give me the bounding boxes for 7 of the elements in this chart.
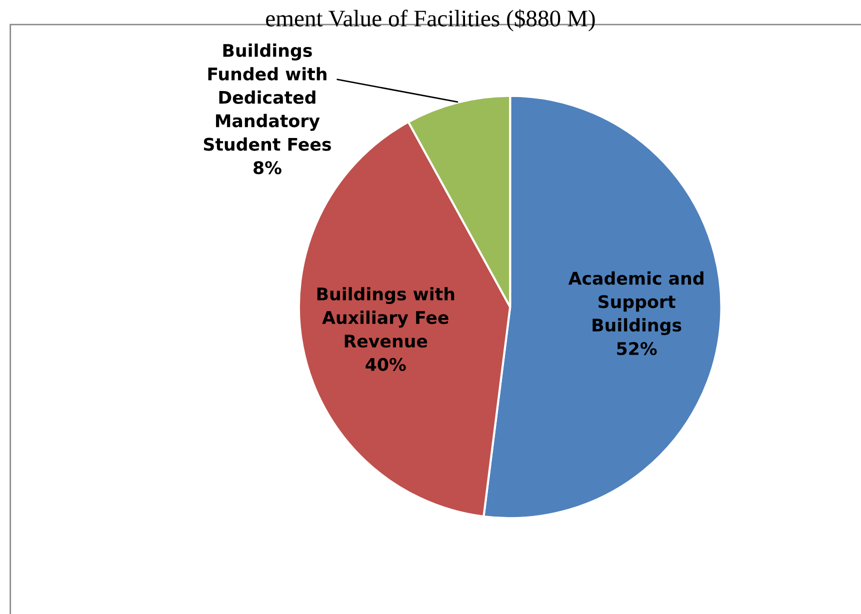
- data-label: 8%: [254, 161, 282, 174]
- chart-title: ement Value of Facilities ($880 M): [266, 9, 595, 32]
- slice-label: Buildings Funded with Dedicated Mandatory Student Fees: [204, 44, 331, 151]
- data-label: 40%: [366, 358, 406, 372]
- slice-label: Academic and Support Buildings: [568, 271, 704, 336]
- data-label: 52%: [617, 342, 657, 356]
- slice-label: Buildings with Auxiliary Fee Revenue: [317, 287, 454, 348]
